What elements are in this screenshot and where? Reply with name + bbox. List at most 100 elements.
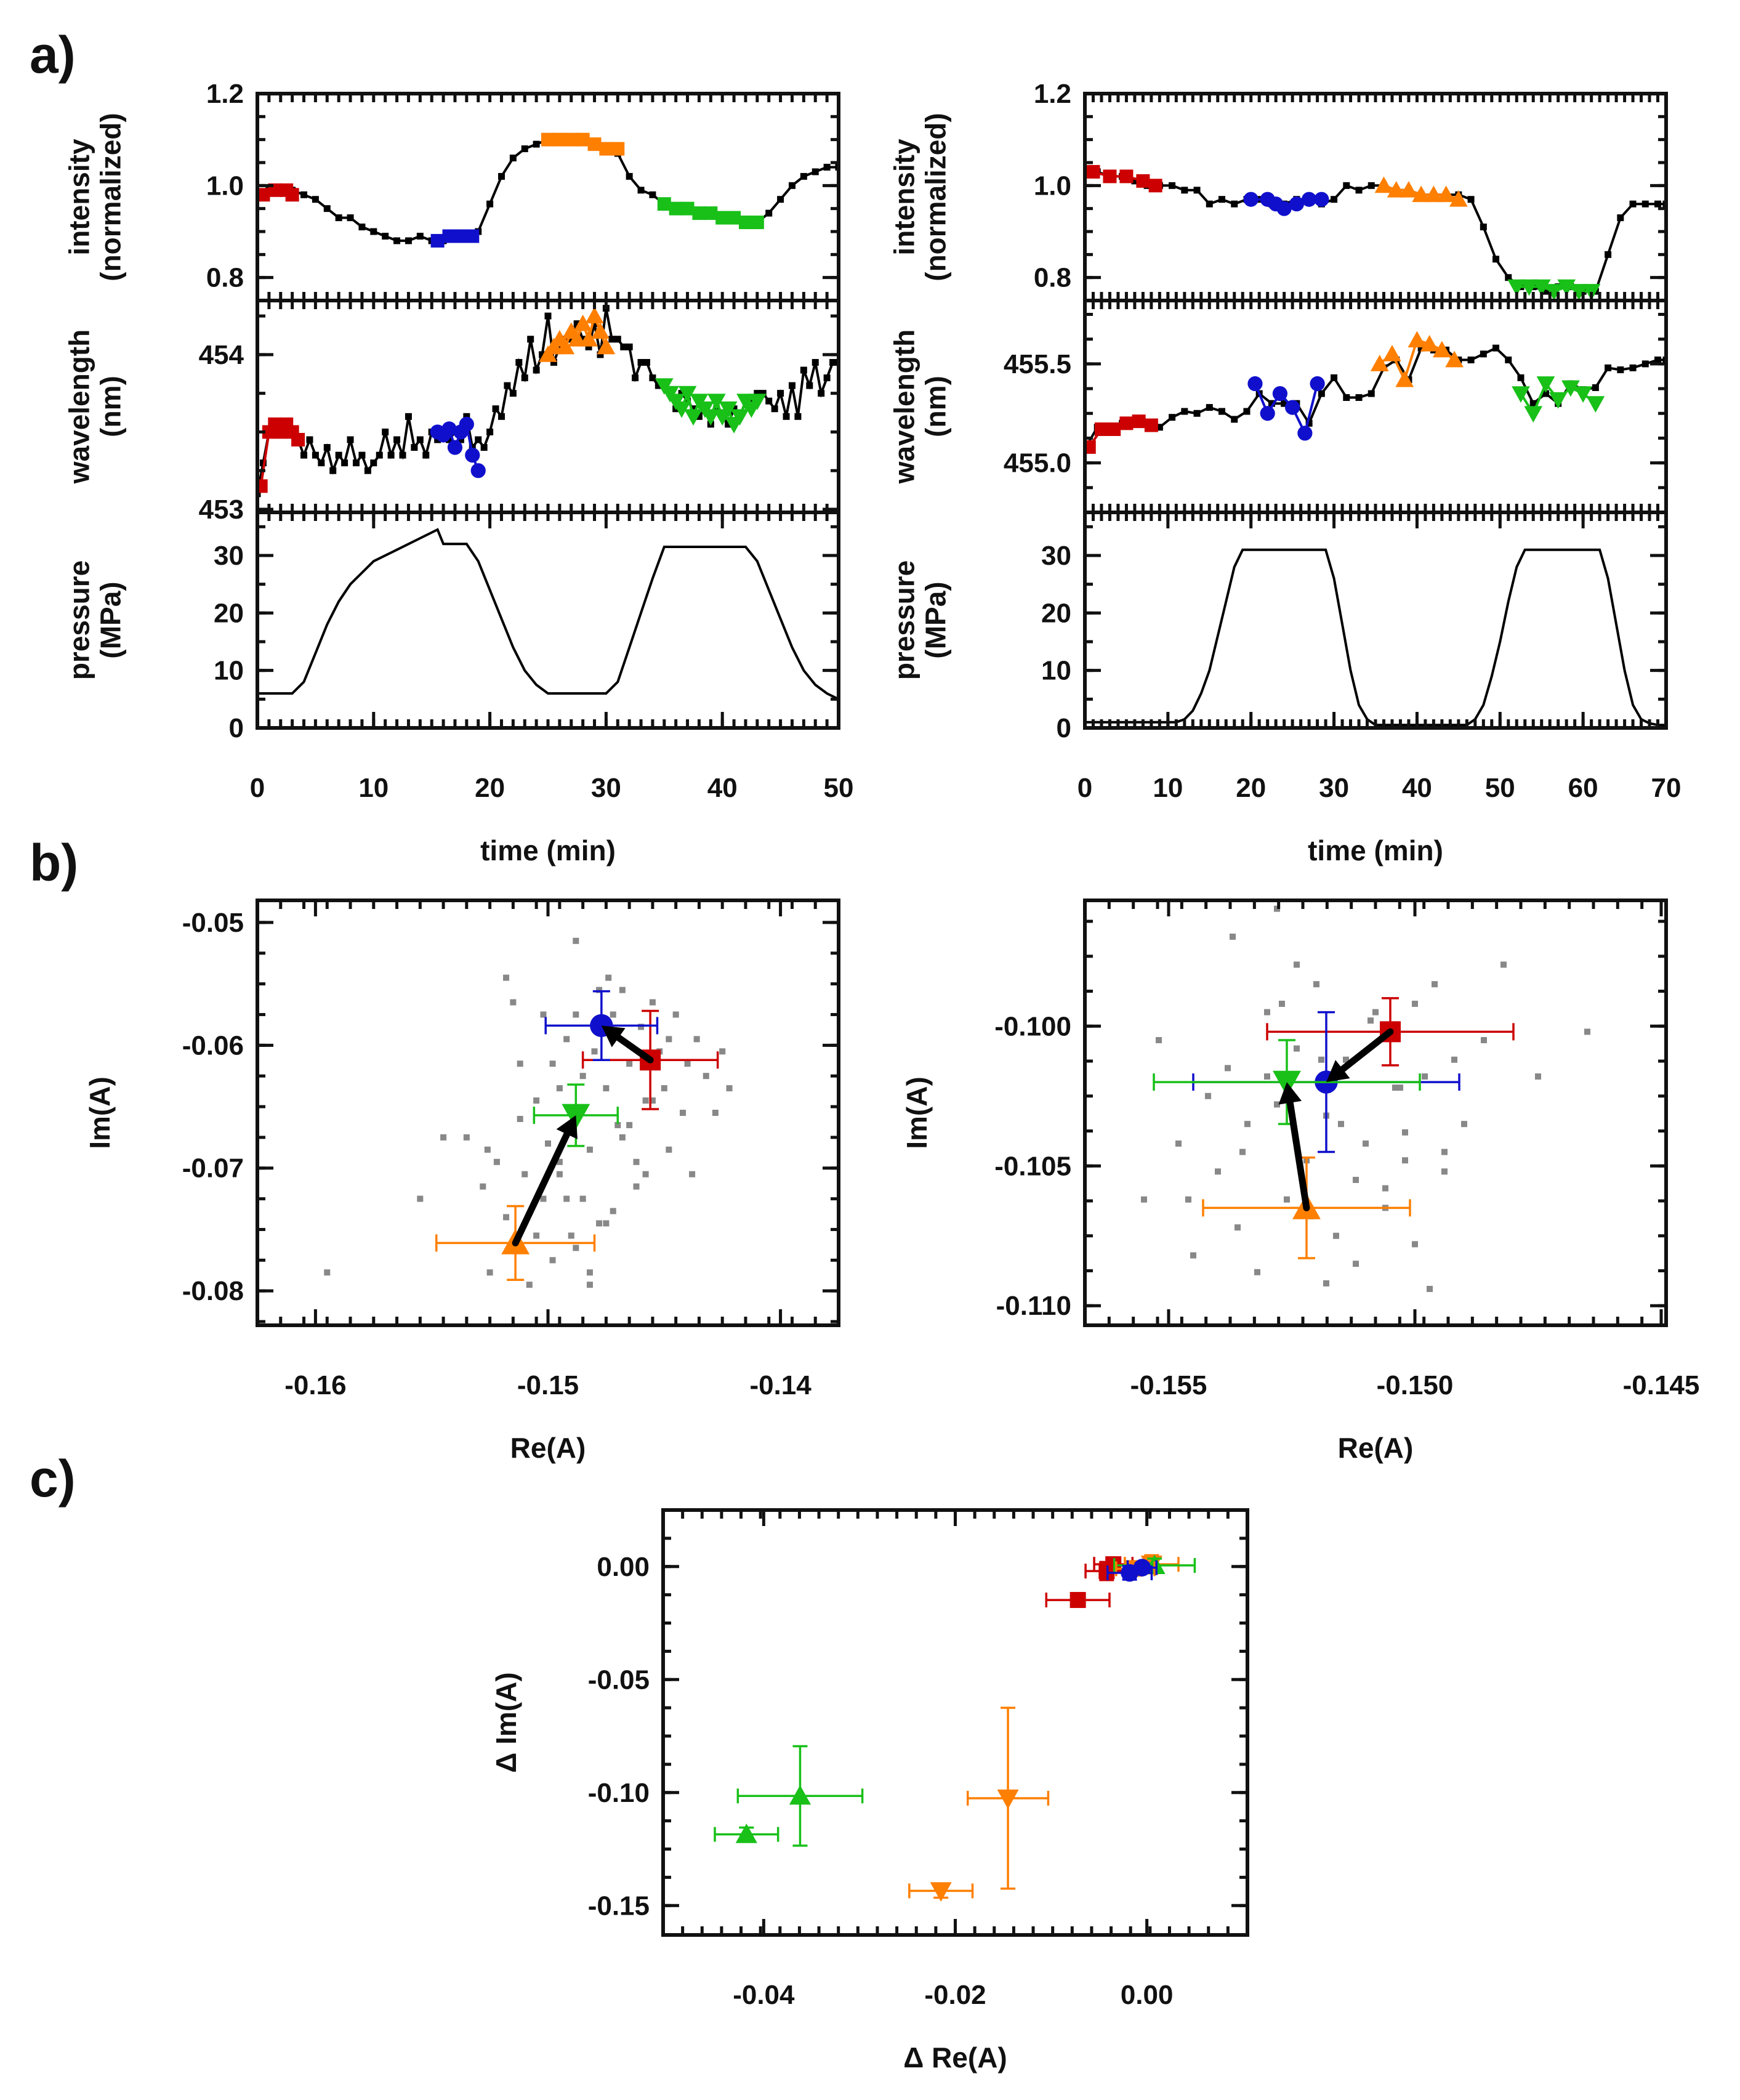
y-tick-label: 0.00	[597, 1552, 650, 1582]
point-orange	[568, 329, 587, 347]
point-all	[747, 397, 755, 405]
background-point	[619, 1134, 626, 1141]
point-all	[1343, 182, 1350, 189]
point-green-2	[789, 1785, 812, 1805]
y-tick-label: 0	[229, 713, 244, 743]
point-all	[568, 336, 575, 343]
background-point	[1215, 1168, 1221, 1175]
y-axis-title-line: wavelength	[63, 329, 95, 485]
point-green	[1520, 279, 1539, 296]
point-all	[300, 191, 308, 198]
point-all	[1480, 350, 1487, 358]
point-all	[695, 413, 703, 420]
y-axis-title-line: (normalized)	[94, 113, 126, 281]
point-green	[1586, 396, 1605, 413]
point-all	[533, 140, 540, 148]
background-point	[545, 1140, 551, 1147]
background-point	[517, 1060, 523, 1067]
background-point	[1338, 1121, 1344, 1128]
point-all	[1629, 200, 1637, 208]
y-tick-label: -0.08	[182, 1276, 244, 1306]
point-all	[312, 196, 319, 203]
background-point	[1392, 1084, 1398, 1091]
point-red	[291, 432, 305, 446]
point-all	[1318, 390, 1325, 397]
x-tick-label: 30	[591, 773, 621, 803]
y-axis-title: wavelength(nm)	[63, 329, 127, 485]
x-tick-label: 20	[475, 773, 505, 803]
point-red-1	[1069, 1592, 1086, 1609]
x-tick-label: 60	[1568, 773, 1598, 803]
point-blue-2	[1133, 1559, 1151, 1577]
background-point	[586, 1282, 593, 1288]
point-all	[492, 405, 499, 413]
point-blue	[1247, 376, 1263, 392]
point-all	[1617, 214, 1624, 222]
point-all	[829, 358, 837, 366]
point-all	[497, 413, 505, 420]
background-point	[533, 1097, 540, 1104]
point-orange	[576, 132, 590, 147]
chart-c: -0.04 -0.02 0.00 0.00 -0.05 -0.10 -0.15 Δ Re(A)…	[490, 1508, 1249, 2074]
background-point	[1254, 1269, 1260, 1275]
point-all	[1131, 177, 1138, 185]
background-point	[719, 1048, 726, 1055]
background-point	[1353, 1261, 1359, 1267]
point-orange	[579, 329, 598, 347]
point-red	[1136, 174, 1150, 188]
point-all	[1169, 182, 1176, 189]
y-axis-title-line: (normalized)	[919, 113, 951, 281]
background-point	[1239, 1149, 1246, 1155]
point-green	[1507, 279, 1526, 296]
chart-a-right-intensity: 0.8 1.0 1.2 intensity(normalized)	[888, 79, 1668, 302]
point-all	[754, 390, 761, 397]
x-tick-label: 20	[1236, 773, 1266, 803]
point-all	[1243, 408, 1251, 415]
point-green	[1532, 279, 1551, 296]
background-point	[689, 1171, 696, 1177]
point-green	[704, 206, 718, 220]
background-point	[1363, 1140, 1369, 1147]
x-tick-label: -0.145	[1623, 1370, 1700, 1400]
point-green	[680, 201, 695, 216]
background-point	[522, 1171, 528, 1177]
x-tick-label: -0.150	[1377, 1370, 1454, 1400]
point-green	[1512, 386, 1530, 403]
point-all	[347, 214, 354, 222]
point-all	[405, 237, 412, 244]
background-point	[579, 1195, 586, 1202]
point-green	[727, 211, 741, 225]
x-tick-label: 10	[358, 773, 389, 803]
point-blue	[1272, 386, 1288, 402]
point-all	[771, 405, 778, 413]
point-orange	[1383, 344, 1401, 361]
background-point	[649, 999, 656, 1006]
point-green	[1536, 376, 1555, 393]
point-all	[533, 366, 540, 374]
background-point	[1323, 1280, 1329, 1286]
point-all	[312, 451, 319, 459]
background-point	[573, 1011, 579, 1018]
y-tick-label: 1.2	[1034, 79, 1071, 109]
data-layer	[714, 1554, 1196, 1902]
point-all	[1206, 404, 1213, 411]
x-axis-title: Re(A)	[1338, 1432, 1414, 1464]
point-all	[497, 172, 505, 180]
background-point	[1185, 1196, 1191, 1203]
y-tick-label: 455.5	[1004, 349, 1071, 379]
point-all	[608, 336, 616, 343]
background-point	[666, 1146, 672, 1153]
point-red	[1132, 414, 1146, 429]
point-all	[649, 191, 656, 198]
point-green	[715, 211, 730, 225]
y-axis-title: pressure(MPa)	[888, 560, 952, 680]
point-all	[1605, 364, 1612, 371]
point-blue	[442, 229, 456, 243]
point-all	[777, 390, 784, 397]
point-blue	[1243, 192, 1259, 207]
background-point	[1274, 905, 1280, 912]
data-layer	[257, 528, 839, 701]
point-all	[306, 436, 313, 443]
data-layer	[1085, 331, 1666, 454]
point-all	[1654, 200, 1662, 208]
